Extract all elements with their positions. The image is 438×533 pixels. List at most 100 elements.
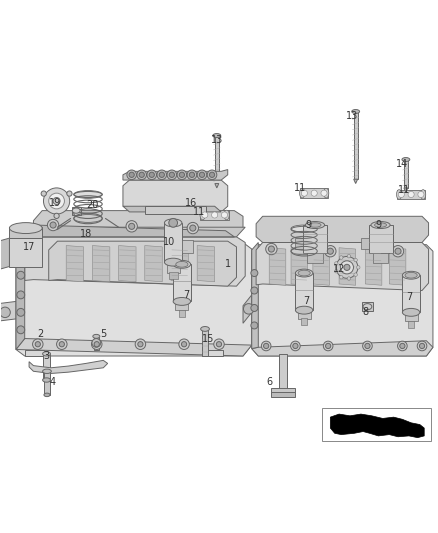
Ellipse shape	[363, 304, 372, 310]
Bar	[405, 312, 418, 321]
Polygon shape	[269, 248, 286, 285]
Polygon shape	[25, 237, 245, 286]
Circle shape	[49, 193, 64, 209]
Bar	[145, 206, 206, 214]
Circle shape	[417, 341, 427, 351]
Circle shape	[395, 248, 401, 254]
Bar	[321, 408, 431, 441]
Polygon shape	[10, 227, 42, 238]
Circle shape	[94, 342, 99, 347]
Polygon shape	[201, 350, 223, 356]
Polygon shape	[66, 246, 84, 282]
Circle shape	[244, 304, 254, 314]
Ellipse shape	[173, 261, 191, 268]
Ellipse shape	[403, 271, 420, 279]
Polygon shape	[291, 248, 307, 285]
Circle shape	[365, 343, 370, 349]
Circle shape	[339, 256, 343, 259]
Polygon shape	[123, 180, 228, 212]
Circle shape	[0, 307, 11, 318]
Circle shape	[347, 254, 351, 258]
Ellipse shape	[403, 309, 420, 316]
Circle shape	[212, 212, 218, 218]
Circle shape	[354, 273, 357, 277]
Ellipse shape	[93, 334, 100, 338]
Ellipse shape	[291, 225, 317, 232]
Circle shape	[335, 262, 338, 265]
Circle shape	[363, 341, 372, 351]
Bar	[408, 321, 414, 328]
Circle shape	[261, 341, 271, 351]
Circle shape	[139, 172, 145, 177]
Circle shape	[59, 342, 64, 347]
Text: 19: 19	[49, 198, 61, 208]
Circle shape	[32, 339, 43, 350]
Circle shape	[149, 172, 154, 177]
Circle shape	[420, 343, 425, 349]
Circle shape	[398, 341, 407, 351]
Ellipse shape	[10, 223, 42, 233]
Polygon shape	[25, 350, 44, 356]
Ellipse shape	[300, 188, 305, 198]
Polygon shape	[272, 388, 295, 393]
Bar	[360, 238, 368, 249]
Ellipse shape	[173, 297, 191, 305]
Polygon shape	[339, 248, 356, 285]
Text: 20: 20	[86, 200, 99, 211]
Polygon shape	[119, 246, 136, 282]
Circle shape	[301, 190, 307, 196]
Circle shape	[127, 170, 137, 180]
Polygon shape	[33, 227, 245, 237]
Polygon shape	[92, 246, 110, 282]
Bar	[44, 372, 49, 395]
Circle shape	[290, 341, 300, 351]
Ellipse shape	[42, 369, 51, 374]
Bar	[173, 264, 191, 302]
Bar	[169, 272, 177, 279]
Ellipse shape	[309, 223, 321, 227]
Text: 9: 9	[375, 220, 381, 230]
Circle shape	[169, 172, 174, 177]
Polygon shape	[404, 188, 408, 192]
Ellipse shape	[42, 352, 50, 356]
Circle shape	[327, 248, 333, 254]
Text: 11: 11	[193, 207, 205, 217]
Circle shape	[17, 271, 25, 279]
Circle shape	[199, 172, 205, 177]
Bar	[368, 225, 392, 253]
Text: 10: 10	[162, 238, 175, 247]
Circle shape	[340, 261, 353, 274]
Text: 6: 6	[266, 377, 272, 387]
Polygon shape	[197, 246, 215, 282]
Polygon shape	[365, 248, 382, 285]
Text: 18: 18	[80, 229, 92, 239]
Circle shape	[400, 343, 405, 349]
Ellipse shape	[74, 215, 102, 222]
Polygon shape	[243, 295, 252, 323]
Polygon shape	[123, 169, 228, 180]
Ellipse shape	[72, 208, 80, 213]
Bar	[164, 223, 182, 262]
Ellipse shape	[324, 188, 329, 198]
Text: 13: 13	[211, 135, 223, 145]
Polygon shape	[0, 302, 16, 321]
Bar	[182, 240, 193, 253]
Polygon shape	[29, 360, 108, 374]
Text: 2: 2	[37, 329, 43, 339]
Circle shape	[129, 172, 134, 177]
Ellipse shape	[42, 378, 50, 382]
Bar	[215, 135, 219, 183]
Polygon shape	[123, 206, 221, 212]
Circle shape	[311, 190, 317, 196]
Circle shape	[325, 246, 336, 257]
Bar	[404, 159, 408, 188]
Circle shape	[339, 276, 343, 279]
Text: 11: 11	[293, 183, 306, 193]
Circle shape	[179, 172, 184, 177]
Ellipse shape	[371, 222, 390, 229]
Circle shape	[135, 339, 146, 350]
Circle shape	[181, 342, 187, 347]
Ellipse shape	[176, 262, 188, 267]
Ellipse shape	[305, 222, 325, 229]
Bar	[373, 253, 389, 263]
